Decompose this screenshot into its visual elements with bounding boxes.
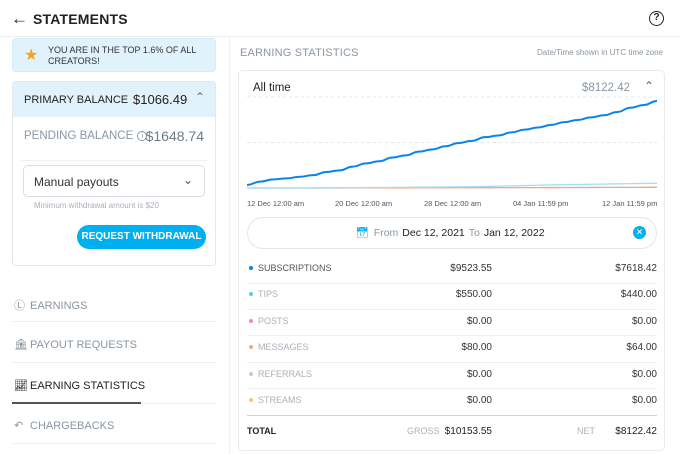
date-range-filter[interactable]: 📅︎ From Dec 12, 2021 To Jan 12, 2022 ✕ <box>247 217 657 249</box>
x-tick: 04 Jan 11:59 pm <box>513 199 569 208</box>
statistics-panel: All time $8122.42 ⌃ 12 Dec 12:00 am 20 D… <box>238 70 665 451</box>
clear-range-icon[interactable]: ✕ <box>633 226 646 239</box>
table-row: TIPS $550.00 $440.00 <box>247 283 657 310</box>
info-icon[interactable]: i <box>137 131 148 141</box>
total-row: TOTAL GROSS $10153.55 NET $8122.42 <box>247 415 657 443</box>
from-label: From <box>373 227 399 239</box>
period-total: $8122.42 <box>582 82 630 94</box>
chart-icon: 📈︎ <box>14 380 28 392</box>
section-title: EARNING STATISTICS <box>240 47 359 59</box>
total-label: TOTAL <box>247 426 277 436</box>
row-net: $440.00 <box>620 289 657 301</box>
chevron-down-icon: ⌄ <box>182 173 193 187</box>
table-row: STREAMS $0.00 $0.00 <box>247 389 657 416</box>
table-row: MESSAGES $80.00 $64.00 <box>247 336 657 363</box>
net-total: $8122.42 <box>615 426 657 437</box>
nav-label: CHARGEBACKS <box>30 420 115 432</box>
row-gross: $550.00 <box>455 289 492 301</box>
legend-dot <box>249 371 253 376</box>
pending-balance-value: $1648.74 <box>145 128 204 144</box>
divider <box>21 160 207 161</box>
legend-dot <box>249 292 253 297</box>
primary-balance-header[interactable]: PRIMARY BALANCE $1066.49 ⌃ <box>13 82 215 117</box>
series-line <box>246 182 658 189</box>
primary-balance-value: $1066.49 <box>133 92 188 107</box>
select-value: Manual payouts <box>34 175 119 189</box>
row-net: $0.00 <box>631 395 657 406</box>
legend-dot <box>249 398 253 402</box>
row-name: POSTS <box>258 315 289 326</box>
row-name: REFERRALS <box>258 368 313 379</box>
gross-label: GROSS <box>407 426 440 436</box>
payout-method-select[interactable]: Manual payouts ⌄ <box>23 165 205 197</box>
balance-card: PRIMARY BALANCE $1066.49 ⌃ PENDING BALAN… <box>12 81 216 266</box>
row-name: TIPS <box>258 289 279 300</box>
to-date[interactable]: Jan 12, 2022 <box>483 227 545 239</box>
row-gross: $0.00 <box>466 395 492 406</box>
net-label: NET <box>577 426 595 436</box>
table-row: SUBSCRIPTIONS $9523.55 $7618.42 <box>247 257 657 284</box>
nav-earning-statistics[interactable]: 📈︎ EARNING STATISTICS <box>12 364 216 404</box>
nav-label: EARNINGS <box>30 300 88 312</box>
pending-balance-label: PENDING BALANCE i <box>24 130 148 142</box>
row-gross: $0.00 <box>466 368 492 380</box>
row-net: $0.00 <box>631 368 657 380</box>
calendar-icon: 📅︎ <box>355 227 369 239</box>
timezone-note: Date/Time shown in UTC time zone <box>537 48 663 57</box>
table-row: REFERRALS $0.00 $0.00 <box>247 363 657 390</box>
from-date[interactable]: Dec 12, 2021 <box>402 227 465 239</box>
pending-label-text: PENDING BALANCE <box>24 130 134 142</box>
legend-dot <box>249 266 253 270</box>
request-withdrawal-button[interactable]: REQUEST WITHDRAWAL <box>77 225 206 249</box>
nav-earnings[interactable]: Ⓛ EARNINGS <box>12 282 216 322</box>
top-creator-banner: ★ YOU ARE IN THE TOP 1.6% OF ALL CREATOR… <box>12 38 216 72</box>
x-tick: 20 Dec 12:00 am <box>335 199 393 208</box>
arrow-left-icon[interactable]: ← <box>11 9 28 28</box>
to-label: To <box>468 227 480 239</box>
withdrawal-hint: Minimum withdrawal amount is $20 <box>34 201 159 210</box>
nav-label: PAYOUT REQUESTS <box>30 339 137 351</box>
banner-text: YOU ARE IN THE TOP 1.6% OF ALL CREATORS! <box>48 45 197 66</box>
table-row: POSTS $0.00 $0.00 <box>247 310 657 337</box>
row-name: MESSAGES <box>258 342 309 353</box>
legend-dot <box>249 345 253 350</box>
earnings-chart <box>246 96 658 189</box>
row-net: $64.00 <box>626 342 657 354</box>
undo-icon: ↶ <box>14 420 24 432</box>
gross-total: $10153.55 <box>444 426 492 437</box>
series-line <box>246 100 658 187</box>
nav-chargebacks[interactable]: ↶ CHARGEBACKS <box>12 404 216 444</box>
left-panel: ★ YOU ARE IN THE TOP 1.6% OF ALL CREATOR… <box>0 37 230 454</box>
row-name: STREAMS <box>258 395 302 405</box>
row-net: $7618.42 <box>615 263 657 274</box>
nav-label: EARNING STATISTICS <box>30 380 146 392</box>
row-name: SUBSCRIPTIONS <box>258 263 332 273</box>
header: ← STATEMENTS ? <box>0 0 680 37</box>
chevron-up-icon[interactable]: ⌃ <box>643 79 654 93</box>
nav-payout-requests[interactable]: 🏦︎ PAYOUT REQUESTS <box>12 323 216 363</box>
x-tick: 28 Dec 12:00 am <box>424 199 482 208</box>
star-icon: ★ <box>24 47 39 64</box>
chevron-up-icon[interactable]: ⌃ <box>195 90 206 104</box>
primary-balance-label: PRIMARY BALANCE <box>24 94 129 106</box>
row-gross: $80.00 <box>461 342 492 354</box>
row-gross: $0.00 <box>466 315 492 327</box>
x-tick: 12 Jan 11:59 pm <box>602 199 658 208</box>
period-label: All time <box>253 82 291 94</box>
x-tick: 12 Dec 12:00 am <box>247 199 305 208</box>
row-net: $0.00 <box>631 315 657 327</box>
bank-icon: 🏦︎ <box>14 339 28 351</box>
page-title: STATEMENTS <box>33 11 128 27</box>
row-gross: $9523.55 <box>450 263 492 274</box>
question-circle-icon[interactable]: ? <box>649 11 664 26</box>
dollar-circle-icon: Ⓛ <box>14 300 25 312</box>
legend-dot <box>249 318 253 323</box>
